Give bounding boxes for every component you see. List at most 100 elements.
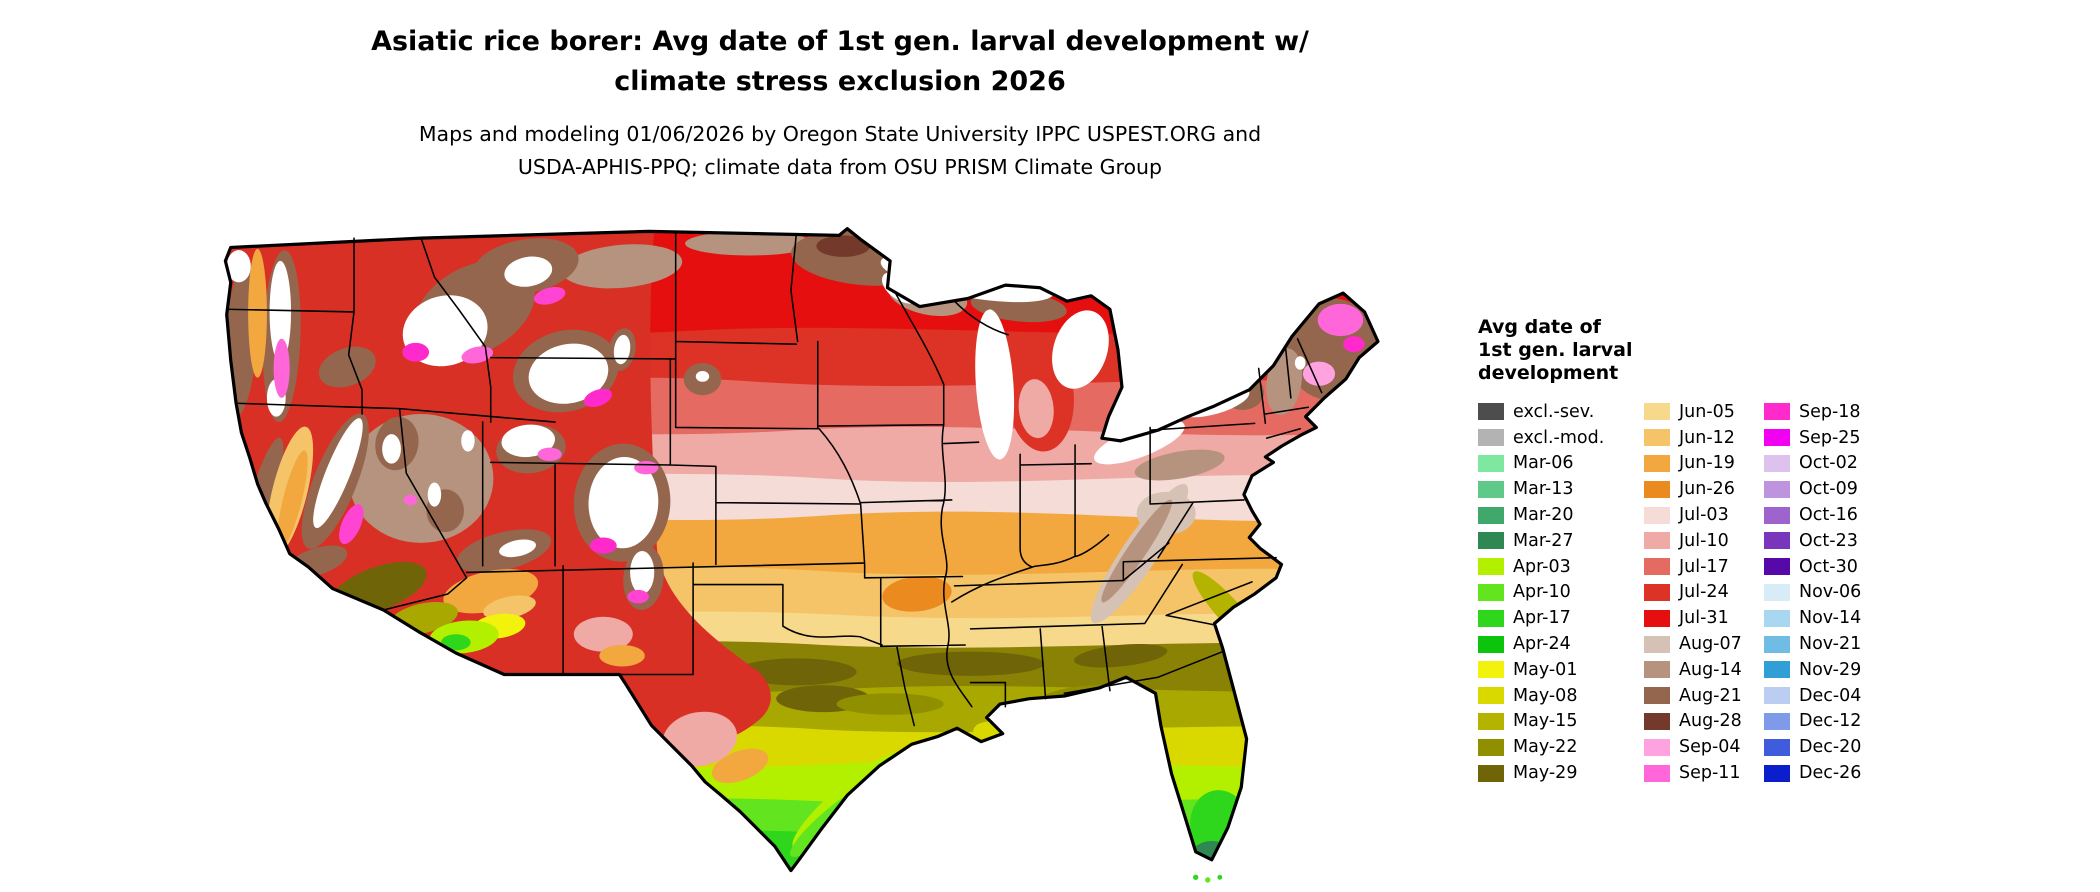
legend-label: Oct-23 <box>1799 530 1858 551</box>
legend-swatch <box>1478 661 1504 679</box>
legend-row: Dec-26 <box>1764 760 1884 786</box>
legend-label: Apr-24 <box>1513 634 1571 655</box>
lake-erie <box>1094 420 1185 465</box>
legend-swatch <box>1644 403 1670 421</box>
legend-row: Apr-24 <box>1478 631 1644 657</box>
legend-swatch <box>1644 558 1670 576</box>
legend-label: Oct-16 <box>1799 505 1858 526</box>
legend-label: Nov-21 <box>1799 634 1862 655</box>
legend-row: Jun-26 <box>1644 476 1764 502</box>
header: Asiatic rice borer: Avg date of 1st gen.… <box>260 22 1420 184</box>
legend-row: May-01 <box>1478 657 1644 683</box>
legend-swatch <box>1478 429 1504 447</box>
magenta-fringe-patches <box>273 235 1365 604</box>
legend-title-line1: Avg date of <box>1478 316 1601 338</box>
legend-swatch <box>1764 506 1790 524</box>
map-title-line2: climate stress exclusion 2026 <box>614 66 1066 97</box>
legend-swatch <box>1478 687 1504 705</box>
legend-row: Oct-16 <box>1764 502 1884 528</box>
legend-row: Oct-23 <box>1764 528 1884 554</box>
legend-swatch <box>1478 764 1504 782</box>
legend-row: May-29 <box>1478 760 1644 786</box>
legend-row: Mar-27 <box>1478 528 1644 554</box>
lake-huron <box>1052 310 1109 389</box>
legend-swatch <box>1644 532 1670 550</box>
legend-label: May-15 <box>1513 711 1578 732</box>
legend-row: May-08 <box>1478 683 1644 709</box>
legend-label: Apr-03 <box>1513 556 1571 577</box>
legend-row: May-15 <box>1478 709 1644 735</box>
legend-row: Aug-21 <box>1644 683 1764 709</box>
legend-swatch <box>1644 687 1670 705</box>
legend-label: Oct-02 <box>1799 453 1858 474</box>
legend-swatch <box>1644 429 1670 447</box>
map-fill-layers <box>225 228 1378 871</box>
legend-row: Aug-07 <box>1644 631 1764 657</box>
legend-column: Sep-18 Sep-25 Oct-02 Oct-09 Oct-16 Oct-23 Oct-… <box>1764 399 1884 786</box>
legend-label: Jun-19 <box>1679 453 1735 474</box>
legend-row: Nov-21 <box>1764 631 1884 657</box>
legend-row: Jun-19 <box>1644 451 1764 477</box>
legend-swatch <box>1644 738 1670 756</box>
legend-row: Mar-20 <box>1478 502 1644 528</box>
legend-label: Nov-14 <box>1799 608 1862 629</box>
legend-swatch <box>1478 712 1504 730</box>
legend-swatch <box>1644 609 1670 627</box>
map-title-line1: Asiatic rice borer: Avg date of 1st gen.… <box>371 26 1309 57</box>
legend-label: Nov-29 <box>1799 659 1862 680</box>
legend-swatch <box>1644 661 1670 679</box>
lake-superior-west <box>881 271 920 304</box>
legend-swatch <box>1764 764 1790 782</box>
legend-label: Aug-28 <box>1679 711 1742 732</box>
legend-row: Aug-14 <box>1644 657 1764 683</box>
legend-label: Apr-17 <box>1513 608 1571 629</box>
legend-row: Aug-28 <box>1644 709 1764 735</box>
legend-label: Mar-20 <box>1513 505 1574 526</box>
legend-label: May-08 <box>1513 685 1578 706</box>
legend-row: May-22 <box>1478 734 1644 760</box>
legend-label: Jun-05 <box>1679 401 1735 422</box>
legend-title-line2: 1st gen. larval <box>1478 339 1633 361</box>
legend-row: Mar-06 <box>1478 451 1644 477</box>
legend-row: excl.-sev. <box>1478 399 1644 425</box>
legend: Avg date of 1st gen. larval development … <box>1478 316 1884 786</box>
legend-label: Oct-30 <box>1799 556 1858 577</box>
legend-title: Avg date of 1st gen. larval development <box>1478 316 1884 385</box>
legend-row: Dec-12 <box>1764 709 1884 735</box>
legend-swatch <box>1478 738 1504 756</box>
legend-label: Dec-12 <box>1799 711 1862 732</box>
legend-swatch <box>1764 635 1790 653</box>
lake-ontario <box>1179 386 1250 418</box>
legend-label: Sep-04 <box>1679 737 1741 758</box>
legend-swatch <box>1764 583 1790 601</box>
legend-label: Jun-26 <box>1679 479 1735 500</box>
legend-swatch <box>1644 712 1670 730</box>
map-subtitle-line1: Maps and modeling 01/06/2026 by Oregon S… <box>418 122 1262 146</box>
legend-swatch <box>1764 454 1790 472</box>
legend-label: Dec-20 <box>1799 737 1862 758</box>
legend-swatch <box>1478 558 1504 576</box>
legend-row: Apr-10 <box>1478 580 1644 606</box>
legend-swatch <box>1764 661 1790 679</box>
legend-swatch <box>1764 429 1790 447</box>
legend-label: Jul-17 <box>1679 556 1729 577</box>
legend-columns: excl.-sev. excl.-mod. Mar-06 Mar-13 Mar-20 Ma… <box>1478 399 1884 786</box>
legend-swatch <box>1478 532 1504 550</box>
legend-row: Jun-05 <box>1644 399 1764 425</box>
legend-swatch <box>1644 583 1670 601</box>
legend-row: Oct-09 <box>1764 476 1884 502</box>
us-map-svg <box>223 227 1380 883</box>
legend-row: Jul-17 <box>1644 554 1764 580</box>
legend-row: Nov-29 <box>1764 657 1884 683</box>
florida-keys <box>1193 874 1223 883</box>
legend-swatch <box>1478 635 1504 653</box>
legend-row: Sep-18 <box>1764 399 1884 425</box>
legend-label: Sep-25 <box>1799 427 1861 448</box>
legend-label: Aug-07 <box>1679 634 1742 655</box>
legend-swatch <box>1764 532 1790 550</box>
legend-label: Jul-03 <box>1679 505 1729 526</box>
legend-row: Dec-04 <box>1764 683 1884 709</box>
legend-label: Jun-12 <box>1679 427 1735 448</box>
legend-label: Aug-21 <box>1679 685 1742 706</box>
